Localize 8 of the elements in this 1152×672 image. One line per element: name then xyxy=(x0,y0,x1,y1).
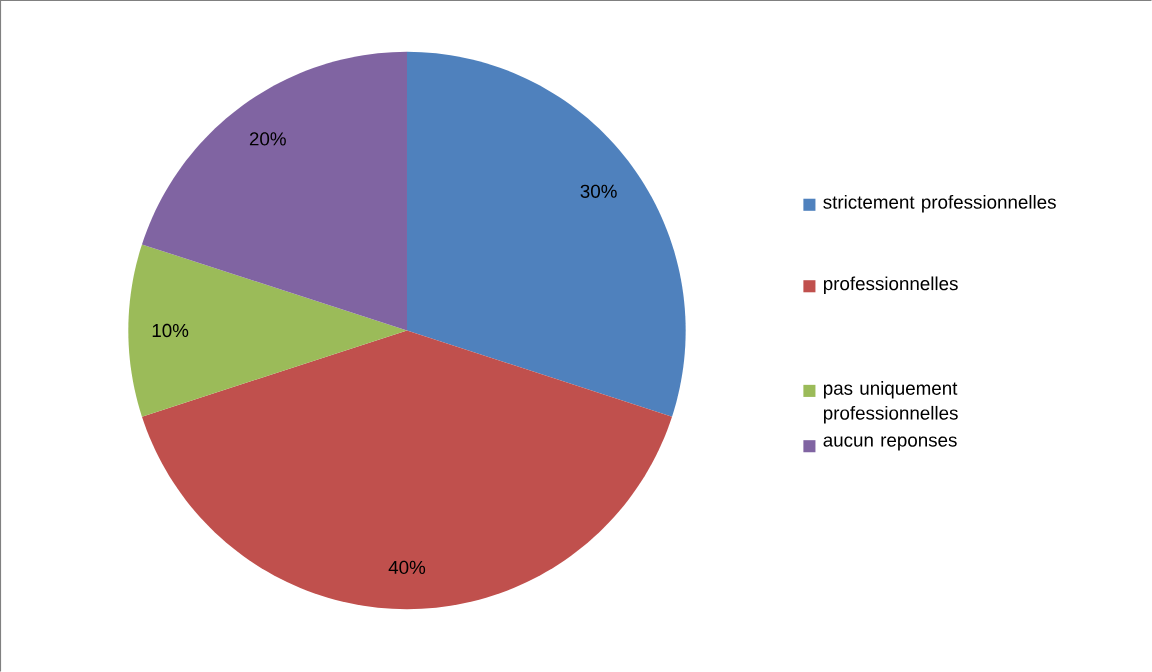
legend-label: professionnelles xyxy=(823,276,958,294)
data-label: 10% xyxy=(152,323,189,338)
legend-label: aucun reponses xyxy=(823,436,957,451)
data-label: 30% xyxy=(580,184,617,198)
legend-label: pas uniquement professionnelles xyxy=(823,381,958,424)
data-label: 40% xyxy=(388,560,426,574)
data-label: 20% xyxy=(249,132,286,146)
legend-label: strictement professionnelles xyxy=(823,194,1056,213)
